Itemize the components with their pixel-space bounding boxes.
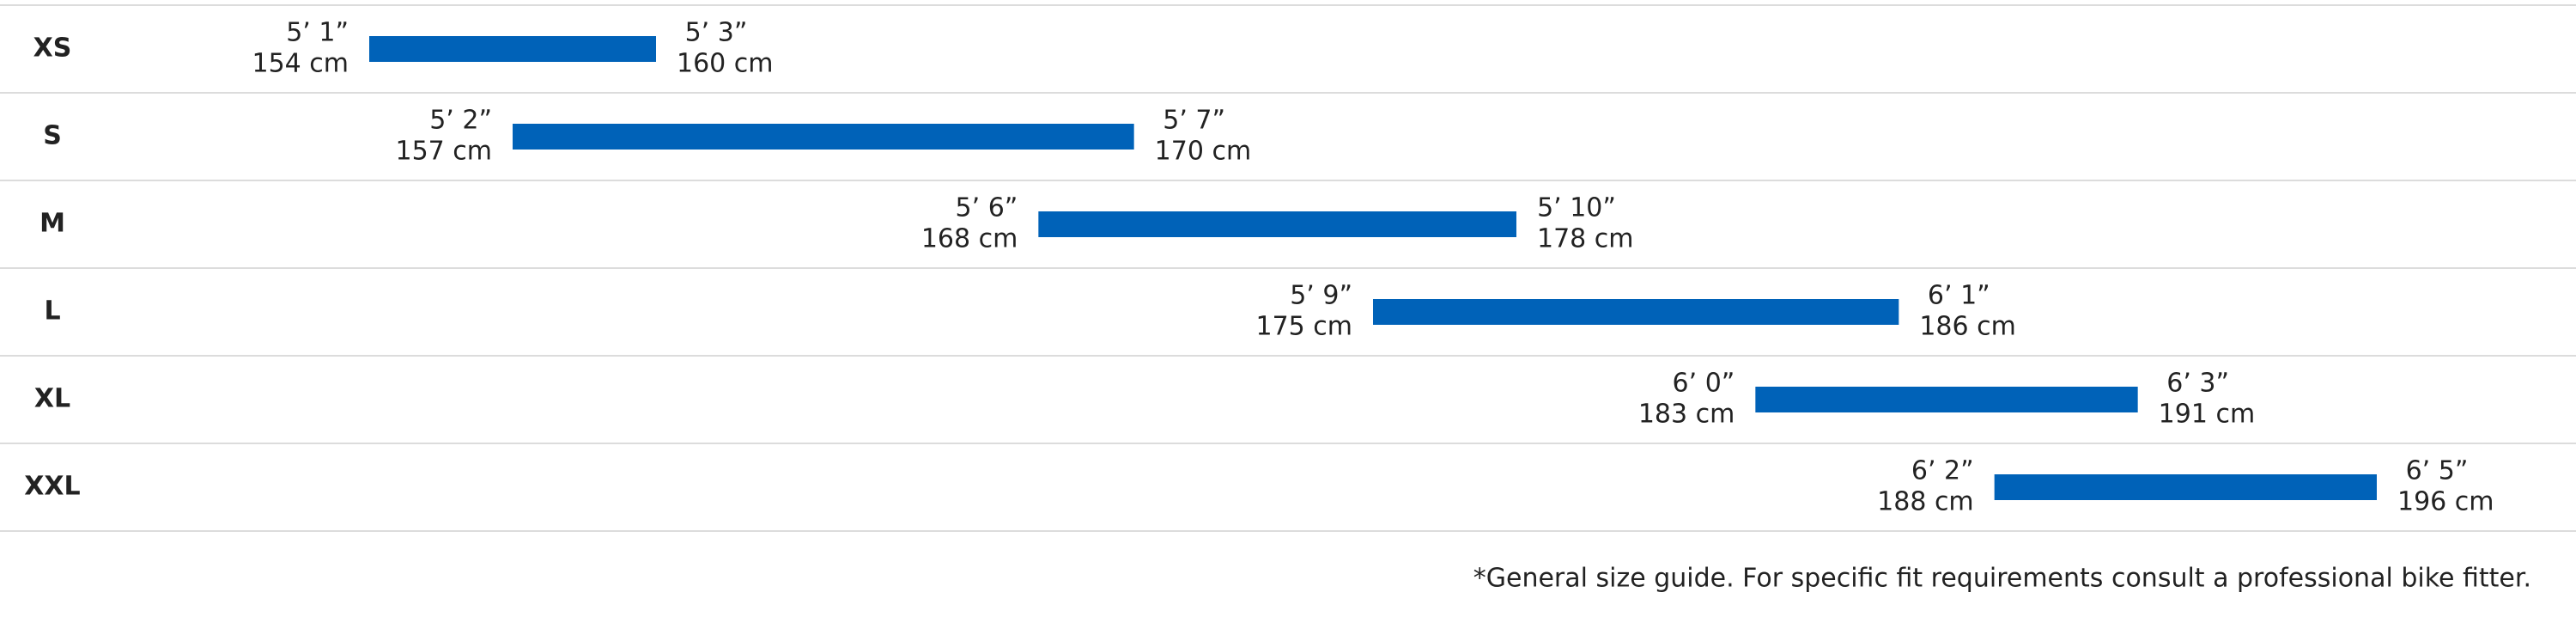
low-imperial: 5’ 2”	[429, 106, 492, 136]
size-label: XL	[34, 384, 70, 414]
footnote: *General size guide. For specific fit re…	[1473, 564, 2531, 594]
high-imperial: 6’ 1”	[1928, 281, 1990, 311]
size-label: XXL	[24, 472, 80, 502]
range-bar	[513, 124, 1134, 150]
high-cm: 178 cm	[1537, 224, 1634, 254]
size-label: M	[39, 209, 65, 239]
range-bar	[1373, 299, 1899, 325]
high-imperial: 6’ 3”	[2166, 369, 2229, 399]
low-cm: 175 cm	[1255, 312, 1352, 342]
low-imperial: 5’ 1”	[286, 18, 349, 48]
low-imperial: 6’ 0”	[1673, 369, 1735, 399]
low-cm: 154 cm	[252, 49, 349, 79]
low-cm: 183 cm	[1638, 400, 1735, 430]
low-imperial: 5’ 9”	[1290, 281, 1352, 311]
high-cm: 196 cm	[2397, 487, 2494, 517]
high-imperial: 6’ 5”	[2406, 456, 2469, 486]
low-imperial: 5’ 6”	[956, 193, 1018, 223]
low-imperial: 6’ 2”	[1911, 456, 1974, 486]
range-bar	[1038, 211, 1516, 237]
high-cm: 191 cm	[2159, 400, 2256, 430]
high-cm: 186 cm	[1919, 312, 2016, 342]
high-cm: 170 cm	[1155, 137, 1252, 167]
low-cm: 188 cm	[1877, 487, 1974, 517]
low-cm: 168 cm	[921, 224, 1018, 254]
size-label: L	[44, 296, 60, 327]
low-cm: 157 cm	[395, 137, 492, 167]
range-bar	[369, 36, 656, 62]
high-imperial: 5’ 3”	[685, 18, 748, 48]
size-label: XS	[33, 34, 72, 64]
high-cm: 160 cm	[677, 49, 774, 79]
size-label: S	[43, 121, 62, 151]
high-imperial: 5’ 7”	[1163, 106, 1225, 136]
high-imperial: 5’ 10”	[1537, 193, 1616, 223]
range-bar	[1755, 387, 2138, 412]
range-bar	[1994, 474, 2377, 500]
